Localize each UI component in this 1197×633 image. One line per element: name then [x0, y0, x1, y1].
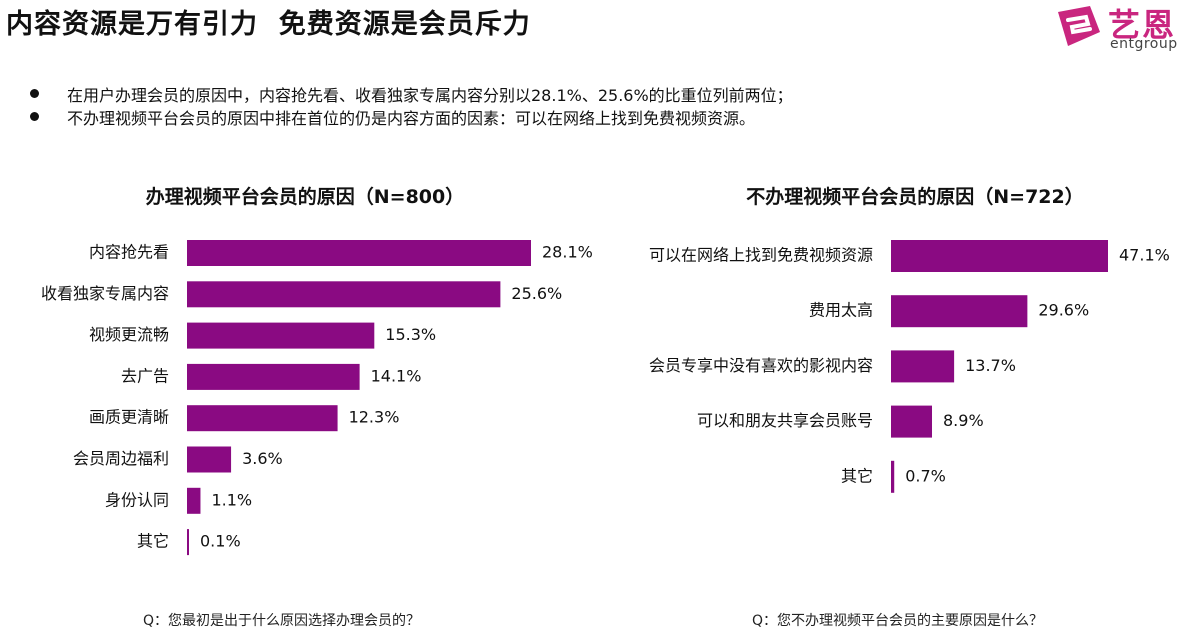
logo-subtext: entgroup	[1110, 36, 1178, 52]
left-value-label: 28.1%	[542, 243, 593, 262]
left-bar	[187, 281, 501, 308]
left-value-label: 0.1%	[200, 532, 241, 551]
left-category-label: 视频更流畅	[89, 325, 169, 344]
left-bar	[187, 240, 531, 266]
right-value-label: 0.7%	[905, 466, 946, 485]
left-bar	[187, 405, 338, 432]
left-question: Q：您最初是出于什么原因选择办理会员的？	[143, 613, 421, 629]
page-title: 内容资源是万有引力 免费资源是会员斥力	[6, 9, 531, 40]
right-question: Q：您不办理视频平台会员的主要原因是什么？	[752, 613, 1044, 629]
right-bar	[891, 295, 1028, 328]
left-value-label: 25.6%	[511, 284, 562, 303]
bullet-dot-icon	[30, 89, 39, 98]
logo-icon	[1058, 6, 1100, 46]
left-bar	[187, 529, 189, 556]
right-chart-title: 不办理视频平台会员的原因（N=722）	[746, 186, 1084, 208]
bullet-item: 不办理视频平台会员的原因中排在首位的仍是内容方面的因素：可以在网络上找到免费视频…	[30, 105, 793, 128]
right-bar	[891, 405, 933, 438]
left-bar	[187, 487, 201, 514]
left-category-label: 去广告	[121, 366, 169, 385]
logo-text: 艺恩	[1108, 6, 1177, 44]
bullet-text: 不办理视频平台会员的原因中排在首位的仍是内容方面的因素：可以在网络上找到免费视频…	[67, 108, 756, 128]
left-category-label: 画质更清晰	[89, 408, 169, 427]
right-category-label: 可以在网络上找到免费视频资源	[649, 246, 873, 265]
left-bar	[187, 363, 360, 390]
right-value-label: 8.9%	[943, 411, 984, 430]
left-value-label: 15.3%	[385, 325, 436, 344]
bullet-item: 在用户办理会员的原因中，内容抢先看、收看独家专属内容分别以28.1%、25.6%…	[30, 82, 793, 105]
left-category-label: 其它	[137, 532, 169, 551]
right-bar	[891, 240, 1108, 272]
right-value-label: 13.7%	[965, 356, 1016, 375]
right-category-label: 会员专享中没有喜欢的影视内容	[649, 356, 873, 375]
right-value-label: 47.1%	[1119, 246, 1170, 265]
right-category-label: 其它	[841, 466, 873, 485]
left-category-label: 收看独家专属内容	[41, 284, 169, 303]
bullet-list: 在用户办理会员的原因中，内容抢先看、收看独家专属内容分别以28.1%、25.6%…	[30, 82, 793, 128]
right-bar	[891, 350, 955, 383]
left-value-label: 12.3%	[349, 408, 400, 427]
left-bar	[187, 446, 232, 473]
left-chart-title: 办理视频平台会员的原因（N=800）	[145, 186, 465, 208]
bullet-text: 在用户办理会员的原因中，内容抢先看、收看独家专属内容分别以28.1%、25.6%…	[67, 85, 793, 105]
right-bar	[891, 460, 895, 493]
logo: 艺恩 entgroup	[1050, 2, 1195, 54]
right-category-label: 可以和朋友共享会员账号	[697, 411, 873, 430]
left-value-label: 1.1%	[211, 490, 252, 509]
left-value-label: 3.6%	[242, 449, 283, 468]
left-category-label: 身份认同	[105, 490, 169, 509]
left-value-label: 14.1%	[371, 366, 422, 385]
right-category-label: 费用太高	[809, 301, 873, 320]
bullet-dot-icon	[30, 112, 39, 121]
right-value-label: 29.6%	[1038, 301, 1089, 320]
left-category-label: 内容抢先看	[89, 243, 169, 262]
left-category-label: 会员周边福利	[73, 449, 169, 468]
left-bar	[187, 322, 375, 349]
